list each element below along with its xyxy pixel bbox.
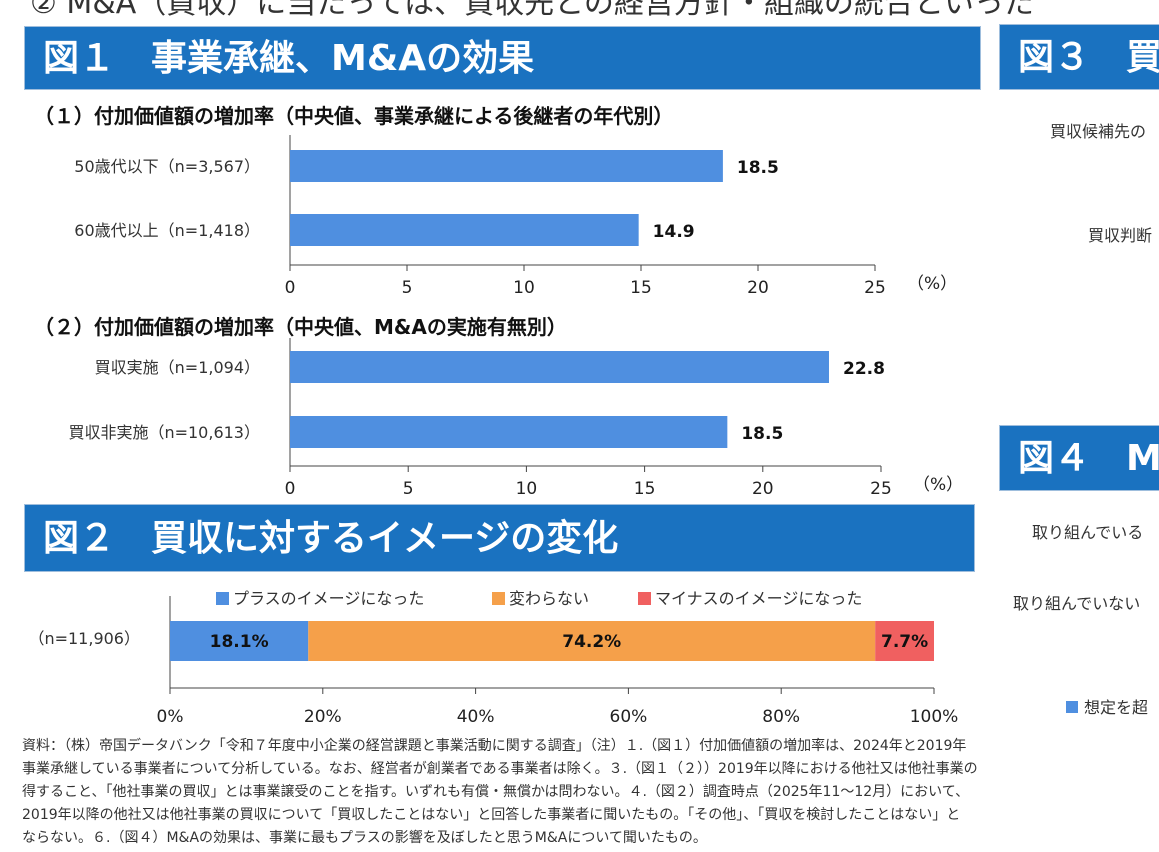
bar-0 <box>290 351 829 383</box>
x-tick-label-0: 0% <box>157 707 184 727</box>
x-tick-label-5: 100% <box>910 707 959 727</box>
source-note-3: 得すること、「他社事業の買収」とは事業譲受のことを指す。いずれも有償・無償かは問… <box>22 784 970 800</box>
source-note-4: 2019年以降の他社又は他社事業の買収について「買収したことはない」と回答した事… <box>22 807 961 823</box>
legend-swatch-2 <box>638 592 651 605</box>
legend-swatch-0 <box>216 592 229 605</box>
value-label-0: 22.8 <box>843 359 885 379</box>
source-note-2: 事業承継している事業者について分析している。なお、経営者が創業者である事業者は除… <box>22 761 978 777</box>
value-label-1: 18.5 <box>741 424 783 444</box>
x-tick-label-4: 80% <box>762 707 800 727</box>
fig3-row-label-1: 買収候補先の <box>1050 122 1147 141</box>
fig1-chart-2: 0 5 10 15 20 25 （%） 買収実施（n=1,094） 22.8 買収非実施（n=10… <box>68 338 963 499</box>
fig2-chart: プラスのイメージになった 変わらない マイナスのイメージになった 0% 20% 40% 60… <box>28 589 959 727</box>
source-note-5: ならない。６.（図４）M&Aの効果は、事業に最もプラスの影響を及ぼしたと思うM&… <box>22 830 707 846</box>
value-label-0: 18.5 <box>737 158 779 178</box>
fig1-subtitle-2: （２）付加価値額の増加率（中央値、M&Aの実施有無別） <box>34 315 567 339</box>
legend-label-0: プラスのイメージになった <box>233 589 424 608</box>
x-unit-label: （%） <box>913 475 963 495</box>
value-label-1: 14.9 <box>653 222 695 242</box>
fig4-row-label-1: 取り組んでいる <box>1032 523 1144 542</box>
x-tick-label-2: 40% <box>457 707 495 727</box>
fig4-title: 図４ M <box>999 425 1159 491</box>
x-tick-label-2: 10 <box>513 278 535 298</box>
x-tick-label-5: 25 <box>870 479 892 499</box>
x-tick-label-3: 60% <box>610 707 648 727</box>
x-tick-label-4: 20 <box>752 479 774 499</box>
bar-0 <box>290 150 723 182</box>
fig2-title: 図２ 買収に対するイメージの変化 <box>24 504 975 572</box>
cutoff-heading: ② M&A（買収）に当たっては、買収先との経営方針・組織の統合といった <box>30 0 1034 21</box>
category-label-0: 50歳代以下（n=3,567） <box>74 157 260 176</box>
fig4-legend-swatch <box>1066 701 1078 713</box>
x-tick-label-3: 15 <box>634 479 656 499</box>
x-tick-label-3: 15 <box>630 278 652 298</box>
fig3-row-label-2: 買収判断 <box>1088 226 1153 245</box>
fig4-legend-label: 想定を超 <box>1084 698 1149 717</box>
source-note-1: 資料：（株）帝国データバンク「令和７年度中小企業の経営課題と事業活動に関する調査… <box>22 738 967 754</box>
x-unit-label: （%） <box>907 274 957 294</box>
category-label-0: 買収実施（n=1,094） <box>95 358 260 377</box>
x-tick-label-4: 20 <box>747 278 769 298</box>
legend-swatch-1 <box>492 592 505 605</box>
x-tick-label-0: 0 <box>285 278 296 298</box>
category-label-1: 買収非実施（n=10,613） <box>68 423 260 442</box>
fig1-title: 図１ 事業承継、M&Aの効果 <box>24 26 981 90</box>
x-tick-label-2: 10 <box>516 479 538 499</box>
bar-1 <box>290 416 728 448</box>
stack-segment-2 <box>875 621 934 661</box>
fig1-chart-1: 0 5 10 15 20 25 （%） 50歳代以下（n=3,567） 18.5 60歳代以上（n… <box>74 135 957 298</box>
segment-label-2: 7.7% <box>881 632 928 652</box>
x-tick-label-5: 25 <box>864 278 886 298</box>
legend-label-2: マイナスのイメージになった <box>655 589 862 608</box>
segment-label-1: 74.2% <box>562 632 621 652</box>
fig3-title: 図３ 買 <box>999 24 1159 90</box>
stack-segment-1 <box>308 621 876 661</box>
stack-segment-0 <box>170 621 309 661</box>
x-tick-label-1: 20% <box>304 707 342 727</box>
x-tick-label-0: 0 <box>285 479 296 499</box>
x-tick-label-1: 5 <box>402 278 413 298</box>
x-tick-label-1: 5 <box>403 479 414 499</box>
fig4-row-label-2: 取り組んでいない <box>1013 594 1141 613</box>
category-label-0: （n=11,906） <box>28 629 140 648</box>
legend-label-1: 変わらない <box>509 589 589 608</box>
category-label-1: 60歳代以上（n=1,418） <box>74 221 260 240</box>
fig1-subtitle-1: （１）付加価値額の増加率（中央値、事業承継による後継者の年代別） <box>34 104 674 128</box>
bar-1 <box>290 214 639 246</box>
segment-label-0: 18.1% <box>210 632 269 652</box>
